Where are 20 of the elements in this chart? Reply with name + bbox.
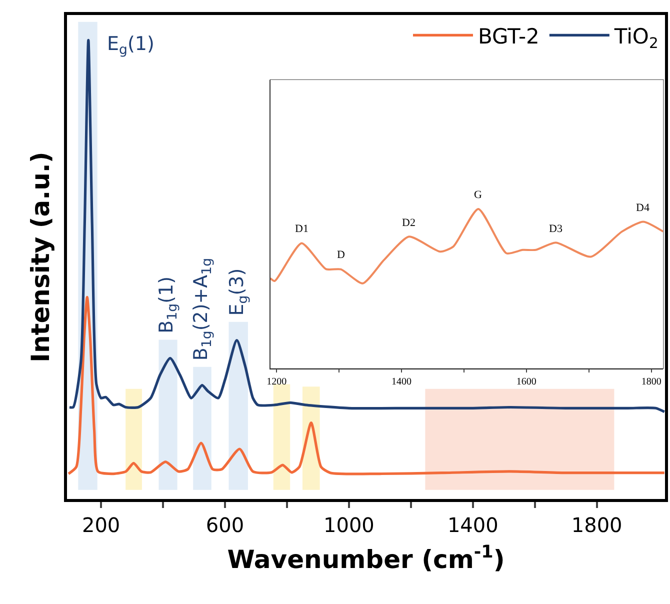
x-tick-label: 1800 [641, 376, 662, 388]
x-tick-label: 1400 [391, 376, 412, 388]
x-tick-label: 1000 [324, 513, 374, 537]
x-tick-label: 200 [82, 513, 120, 537]
annotation: D2 [402, 217, 416, 229]
x-tick-label: 1200 [266, 376, 287, 388]
annotation: D1 [295, 223, 308, 235]
annotation: D [337, 249, 345, 261]
legend-label: TiO$_{2}$ [613, 24, 658, 52]
legend-label: BGT-2 [478, 24, 540, 48]
annotation: D3 [549, 223, 563, 235]
x-tick-label: 1600 [516, 376, 536, 388]
band-label: E$_{g}$(1) [107, 33, 154, 58]
annotation: G [474, 189, 482, 201]
x-axis-title: Wavenumber (cm$^{-1}$) [227, 542, 505, 574]
y-axis-title: Intensity (a.u.) [26, 152, 55, 362]
annotation: D4 [636, 202, 650, 214]
x-tick-label: 1800 [571, 513, 622, 537]
x-tick-label: 600 [206, 513, 244, 537]
x-tick-label: 1400 [447, 513, 498, 537]
